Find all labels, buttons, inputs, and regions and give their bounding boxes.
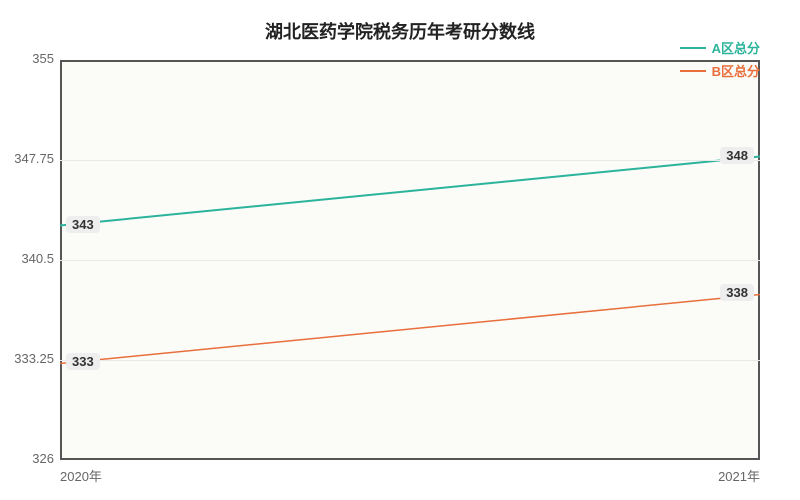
y-tick-label: 340.5 [21, 251, 54, 266]
series-line [60, 294, 760, 363]
series-line [60, 157, 760, 226]
value-label: 338 [720, 284, 754, 301]
value-label: 333 [66, 353, 100, 370]
plot-svg [0, 0, 800, 500]
y-tick-label: 326 [32, 451, 54, 466]
gridline [60, 160, 760, 161]
value-label: 348 [720, 147, 754, 164]
value-label: 343 [66, 216, 100, 233]
chart-container: 湖北医药学院税务历年考研分数线 A区总分 B区总分 326333.25340.5… [0, 0, 800, 500]
gridline [60, 360, 760, 361]
x-tick-label: 2021年 [718, 466, 760, 485]
gridline [60, 260, 760, 261]
x-tick-label: 2020年 [60, 466, 102, 485]
y-tick-label: 333.25 [14, 351, 54, 366]
y-tick-label: 355 [32, 51, 54, 66]
y-tick-label: 347.75 [14, 151, 54, 166]
